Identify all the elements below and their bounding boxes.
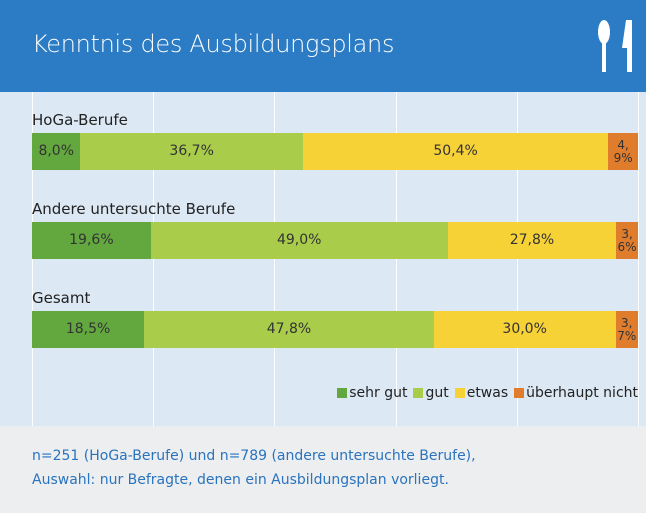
legend-swatch (454, 388, 465, 398)
bar-segment: 8,0% (32, 133, 81, 170)
header: Kenntnis des Ausbildungsplans (0, 0, 646, 92)
legend-label: gut (425, 385, 449, 401)
legend-item: sehr gut (337, 385, 407, 401)
data-label: 8,0% (38, 143, 75, 159)
grid-line (395, 92, 397, 426)
plot-area: HoGa-Berufe 8,0% 36,7% 50,4% 4,9% Andere unte… (0, 92, 646, 426)
legend-swatch (413, 388, 424, 398)
data-label: 49,0% (276, 232, 322, 248)
data-label: 27,8% (509, 232, 555, 248)
data-label: 4,9% (613, 137, 633, 165)
legend-swatch (514, 388, 525, 398)
bar-segment: 4,9% (608, 133, 638, 170)
category-label: HoGa-Berufe (32, 111, 128, 129)
data-label: 47,8% (266, 321, 312, 337)
data-label: 30,0% (502, 321, 547, 337)
bar-segment: 19,6% (32, 222, 151, 259)
note-line: n=251 (HoGa-Berufe) und n=789 (andere un… (32, 448, 476, 464)
bar-segment: 49,0% (150, 222, 448, 259)
bar-segment: 18,5% (32, 311, 145, 348)
bar-segment: 47,8% (144, 311, 434, 348)
grid-line (32, 92, 33, 426)
legend-item: gut (413, 385, 449, 401)
footnote: n=251 (HoGa-Berufe) und n=789 (andere un… (0, 426, 646, 513)
bar-segment: 3,6% (616, 222, 638, 259)
bar-segment: 30,0% (433, 311, 616, 348)
grid-line (516, 92, 518, 426)
chart-title: Kenntnis des Ausbildungsplans (32, 30, 395, 58)
bar-segment: 3,7% (615, 311, 638, 348)
legend: sehr gut gut etwas überhaupt nicht (337, 385, 638, 401)
data-label: 50,4% (433, 143, 478, 159)
category-label: Andere untersuchte Berufe (32, 200, 236, 218)
grid-line (638, 92, 639, 426)
data-label: 3,7% (617, 315, 637, 343)
data-label: 18,5% (65, 321, 111, 337)
legend-label: etwas (466, 385, 509, 401)
bar-segment: 27,8% (447, 222, 617, 259)
legend-item: etwas (454, 385, 509, 401)
note-line: Auswahl: nur Befragte, denen ein Ausbild… (32, 472, 449, 488)
data-label: 36,7% (169, 143, 214, 159)
grid-line (274, 92, 276, 426)
bar-segment: 36,7% (80, 133, 303, 170)
legend-label: überhaupt nicht (526, 385, 638, 401)
bar-segment: 50,4% (302, 133, 609, 170)
category-label: Gesamt (32, 289, 91, 307)
legend-item: überhaupt nicht (514, 385, 638, 401)
grid-line (153, 92, 155, 426)
legend-swatch (337, 388, 348, 398)
cutlery-icon (598, 20, 632, 72)
data-label: 19,6% (69, 232, 114, 248)
legend-label: sehr gut (349, 385, 408, 401)
data-label: 3,6% (617, 226, 637, 254)
